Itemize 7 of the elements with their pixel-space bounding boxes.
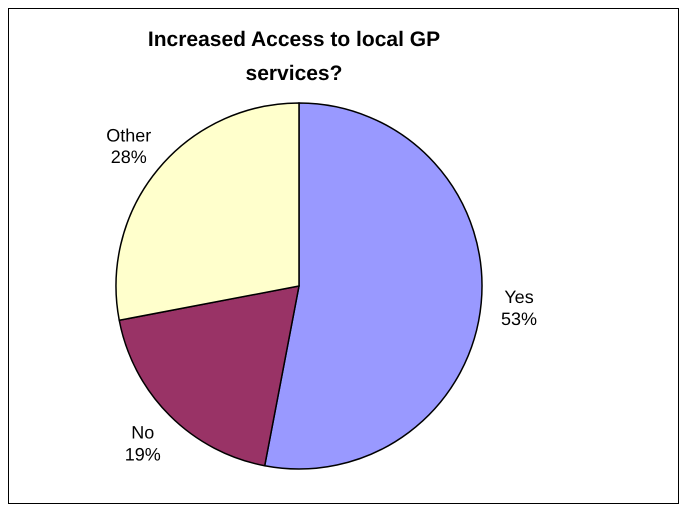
slice-label: Other bbox=[106, 126, 152, 146]
data-label: 28% bbox=[110, 147, 147, 168]
data-label: 19% bbox=[124, 444, 161, 464]
slice-label: No bbox=[131, 422, 154, 443]
chart-title: Increased Access to local GP services? bbox=[146, 27, 442, 87]
data-label: 53% bbox=[501, 308, 538, 329]
slice-label: Yes bbox=[504, 287, 534, 308]
